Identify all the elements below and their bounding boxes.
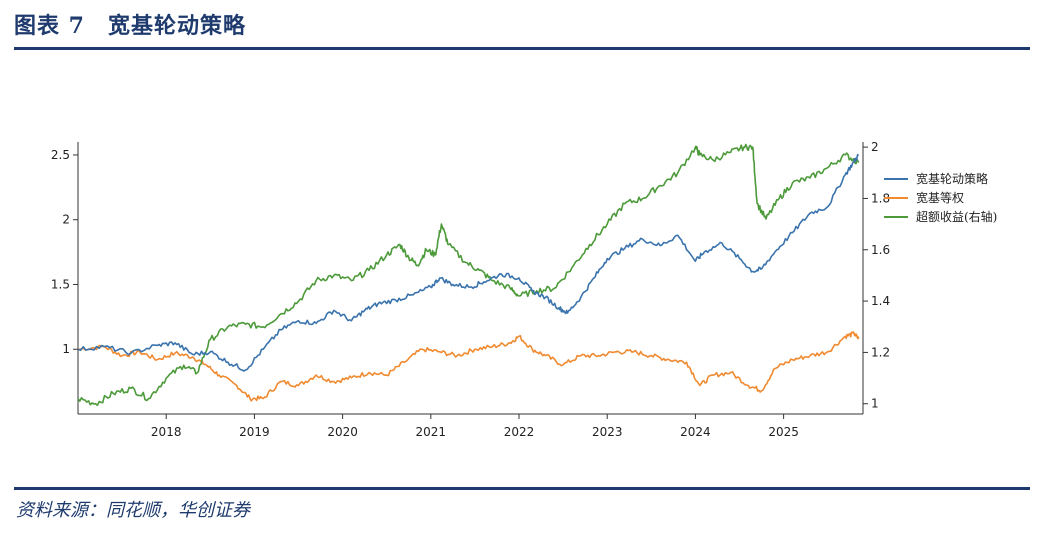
legend-label-2: 超额收益(右轴) xyxy=(916,209,997,224)
x-tick-label: 2020 xyxy=(327,425,358,439)
legend-label-1: 宽基等权 xyxy=(916,190,964,205)
legend-label-0: 宽基轮动策略 xyxy=(916,171,988,186)
y-right-tick-label: 1 xyxy=(871,397,879,411)
figure-title: 图表 7 宽基轮动策略 xyxy=(14,13,246,39)
x-tick-label: 2025 xyxy=(768,425,799,439)
y-right-tick-label: 1.4 xyxy=(871,294,890,308)
x-tick-label: 2024 xyxy=(680,425,711,439)
footer-rule xyxy=(14,487,1030,490)
source-note: 资料来源：同花顺，华创证券 xyxy=(16,500,250,521)
x-tick-label: 2018 xyxy=(151,425,182,439)
series-group xyxy=(77,143,860,407)
figure-header: 图表 7 宽基轮动策略 xyxy=(14,6,246,42)
x-tick-label: 2022 xyxy=(504,425,535,439)
y-right-tick-label: 1.8 xyxy=(871,191,890,205)
series-line-2 xyxy=(77,143,860,407)
y-right-tick-label: 1.2 xyxy=(871,345,890,359)
axes: 2018 2019 2020 2021 2022 2023 2024 2025 1 1.5 2 2.5… xyxy=(51,140,890,439)
header-rule xyxy=(14,47,1030,50)
x-tick-label: 2023 xyxy=(592,425,623,439)
series-line-1 xyxy=(77,331,860,402)
x-tick-label: 2021 xyxy=(416,425,447,439)
y-left-tick-label: 2.5 xyxy=(51,148,70,162)
x-tick-label: 2019 xyxy=(239,425,270,439)
y-right-tick-label: 2 xyxy=(871,140,879,154)
series-line-0 xyxy=(77,153,859,372)
y-right-tick-label: 1.6 xyxy=(871,243,890,257)
y-left-tick-label: 1.5 xyxy=(51,277,70,291)
y-left-tick-label: 2 xyxy=(62,213,70,227)
y-left-tick-label: 1 xyxy=(62,342,70,356)
